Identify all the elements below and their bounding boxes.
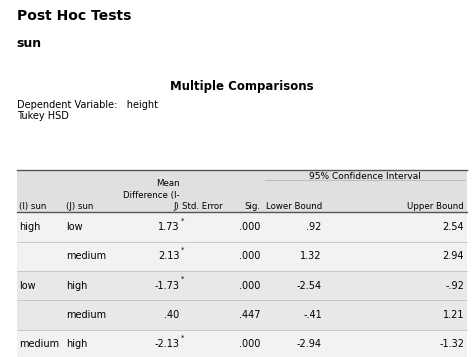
- Text: sun: sun: [17, 37, 42, 50]
- Bar: [17, 242, 467, 271]
- Text: 2.54: 2.54: [442, 222, 464, 232]
- Text: -1.32: -1.32: [439, 339, 464, 349]
- Text: .000: .000: [239, 222, 260, 232]
- Text: high: high: [66, 281, 88, 291]
- Text: 2.13: 2.13: [158, 251, 180, 261]
- Text: *: *: [181, 218, 184, 223]
- Text: medium: medium: [66, 310, 107, 320]
- Text: .447: .447: [239, 310, 260, 320]
- Text: -2.54: -2.54: [297, 281, 322, 291]
- Text: Tukey HSD: Tukey HSD: [17, 111, 68, 121]
- Bar: [17, 330, 467, 357]
- Text: low: low: [19, 281, 36, 291]
- Text: Upper Bound: Upper Bound: [407, 202, 464, 211]
- Text: Lower Bound: Lower Bound: [265, 202, 322, 211]
- Text: .92: .92: [307, 222, 322, 232]
- Bar: [17, 300, 467, 330]
- Text: Std. Error: Std. Error: [182, 202, 222, 211]
- Text: Mean
Difference (I-
J): Mean Difference (I- J): [123, 180, 180, 211]
- Bar: [17, 170, 467, 212]
- Text: .40: .40: [164, 310, 180, 320]
- Text: -.92: -.92: [445, 281, 464, 291]
- Text: (I) sun: (I) sun: [19, 202, 46, 211]
- Text: Multiple Comparisons: Multiple Comparisons: [170, 80, 314, 93]
- Text: .000: .000: [239, 281, 260, 291]
- Text: 1.32: 1.32: [301, 251, 322, 261]
- Text: -.41: -.41: [303, 310, 322, 320]
- Bar: [17, 212, 467, 242]
- Bar: [17, 271, 467, 300]
- Text: 1.73: 1.73: [158, 222, 180, 232]
- Text: medium: medium: [19, 339, 59, 349]
- Text: Post Hoc Tests: Post Hoc Tests: [17, 9, 131, 23]
- Text: medium: medium: [66, 251, 107, 261]
- Text: high: high: [19, 222, 40, 232]
- Text: *: *: [181, 247, 184, 253]
- Text: 95% Confidence Interval: 95% Confidence Interval: [309, 172, 421, 181]
- Text: .000: .000: [239, 251, 260, 261]
- Text: Sig.: Sig.: [244, 202, 260, 211]
- Text: 2.94: 2.94: [443, 251, 464, 261]
- Text: 1.21: 1.21: [443, 310, 464, 320]
- Text: Dependent Variable:   height: Dependent Variable: height: [17, 100, 157, 110]
- Text: (J) sun: (J) sun: [66, 202, 94, 211]
- Text: low: low: [66, 222, 83, 232]
- Text: high: high: [66, 339, 88, 349]
- Text: *: *: [181, 276, 184, 282]
- Text: -1.73: -1.73: [155, 281, 180, 291]
- Text: .000: .000: [239, 339, 260, 349]
- Text: -2.94: -2.94: [297, 339, 322, 349]
- Text: *: *: [181, 335, 184, 341]
- Text: -2.13: -2.13: [155, 339, 180, 349]
